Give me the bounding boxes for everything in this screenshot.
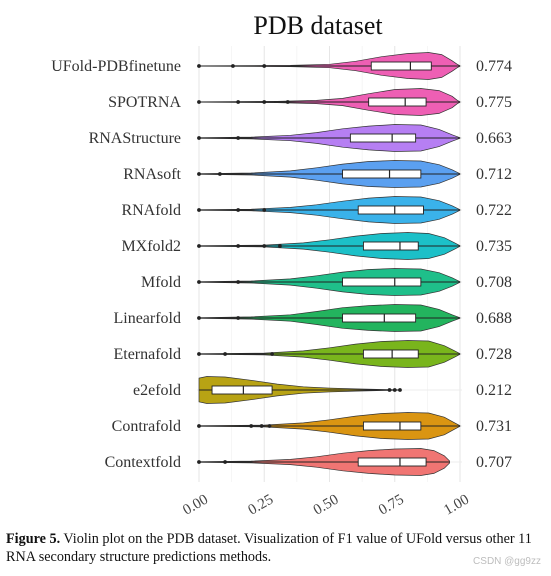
box xyxy=(357,457,427,467)
outlier-point xyxy=(197,244,201,248)
violin-group xyxy=(198,376,402,404)
violin-group xyxy=(197,268,461,296)
violin-group xyxy=(197,88,461,116)
violin-chart: PDB dataset UFold-PDBfinetune SPOTRNA RNAS… xyxy=(51,11,512,519)
category-label: Eternafold xyxy=(113,346,181,363)
outlier-point xyxy=(217,172,222,176)
outlier-point xyxy=(392,388,397,392)
outlier-point xyxy=(197,280,201,284)
violin-group xyxy=(197,304,461,332)
mean-value-label: 0.708 xyxy=(476,274,512,291)
x-tick-label: 1.00 xyxy=(441,492,472,519)
mean-value-label: 0.722 xyxy=(476,202,512,219)
category-label: Contrafold xyxy=(112,418,181,435)
outlier-point xyxy=(259,424,264,428)
mean-value-label: 0.731 xyxy=(476,418,512,435)
box xyxy=(362,241,419,251)
box xyxy=(362,421,422,431)
mean-value-label: 0.212 xyxy=(476,382,512,399)
x-tick-label: 0.00 xyxy=(180,492,211,519)
category-label: RNAStructure xyxy=(89,130,181,147)
violins xyxy=(197,52,461,476)
outlier-point xyxy=(278,244,282,248)
x-tick-label: 0.25 xyxy=(246,492,277,519)
outlier-point xyxy=(197,64,201,68)
mean-value-label: 0.663 xyxy=(476,130,512,147)
outlier-point xyxy=(262,208,267,212)
category-labels: UFold-PDBfinetune SPOTRNA RNAStructure RNAs… xyxy=(51,58,181,471)
category-label: RNAsoft xyxy=(123,166,181,183)
caption-text: Violin plot on the PDB dataset. Visualiz… xyxy=(6,531,532,565)
x-tick-label: 0.75 xyxy=(376,492,407,519)
outlier-point xyxy=(267,424,272,428)
outlier-point xyxy=(398,388,402,392)
box xyxy=(368,97,427,107)
category-label: e2efold xyxy=(133,382,181,399)
outlier-point xyxy=(197,460,201,464)
outlier-point xyxy=(197,352,201,356)
mean-value-label: 0.712 xyxy=(476,166,512,183)
outlier-point xyxy=(285,100,290,104)
outlier-point xyxy=(197,172,201,176)
outlier-point xyxy=(236,316,241,320)
box xyxy=(357,205,424,215)
outlier-point xyxy=(197,100,201,104)
box xyxy=(349,133,417,143)
mean-value-label: 0.688 xyxy=(476,310,512,327)
outlier-point xyxy=(236,280,241,284)
category-label: Mfold xyxy=(141,274,181,291)
outlier-point xyxy=(262,64,267,68)
category-label: Contextfold xyxy=(105,454,181,471)
category-label: UFold-PDBfinetune xyxy=(51,58,181,75)
watermark: CSDN @gg9zz xyxy=(473,556,541,567)
category-label: MXfold2 xyxy=(121,238,181,255)
outlier-point xyxy=(223,460,228,464)
mean-values: 0.774 0.775 0.663 0.712 0.722 0.735 0.708 0.688… xyxy=(476,58,512,471)
outlier-point xyxy=(387,388,392,392)
outlier-point xyxy=(249,424,254,428)
box xyxy=(342,277,422,287)
mean-value-label: 0.775 xyxy=(476,94,512,111)
outlier-point xyxy=(197,136,201,140)
box xyxy=(211,385,273,395)
outlier-point xyxy=(262,244,267,248)
violin-group xyxy=(197,340,461,368)
caption-label: Figure 5. xyxy=(6,531,61,547)
mean-value-label: 0.774 xyxy=(476,58,512,75)
box xyxy=(342,313,417,323)
outlier-point xyxy=(236,136,241,140)
box xyxy=(362,349,419,359)
category-label: Linearfold xyxy=(113,310,181,327)
outlier-point xyxy=(236,100,241,104)
x-tick-label: 0.50 xyxy=(311,492,342,519)
outlier-point xyxy=(197,424,201,428)
violin-group xyxy=(197,232,461,260)
box xyxy=(370,61,432,71)
outlier-point xyxy=(197,316,201,320)
outlier-point xyxy=(231,64,235,68)
box xyxy=(342,169,422,179)
category-label: SPOTRNA xyxy=(108,94,181,111)
violin-group xyxy=(197,52,461,80)
violin-group xyxy=(197,196,461,224)
mean-value-label: 0.728 xyxy=(476,346,512,363)
violin-group xyxy=(197,160,461,188)
violin-group xyxy=(197,412,461,440)
outlier-point xyxy=(262,100,267,104)
outlier-point xyxy=(270,352,274,356)
mean-value-label: 0.735 xyxy=(476,238,512,255)
outlier-point xyxy=(223,352,228,356)
violin-group xyxy=(197,124,461,152)
chart-title: PDB dataset xyxy=(253,11,383,40)
category-label: RNAfold xyxy=(121,202,181,219)
mean-value-label: 0.707 xyxy=(476,454,512,471)
x-axis-ticks: 0.00 0.25 0.50 0.75 1.00 xyxy=(180,492,472,519)
outlier-point xyxy=(197,208,201,212)
figure-caption: Figure 5. Violin plot on the PDB dataset… xyxy=(6,530,546,566)
violin-group xyxy=(197,448,450,476)
outlier-point xyxy=(236,244,241,248)
outlier-point xyxy=(236,208,241,212)
